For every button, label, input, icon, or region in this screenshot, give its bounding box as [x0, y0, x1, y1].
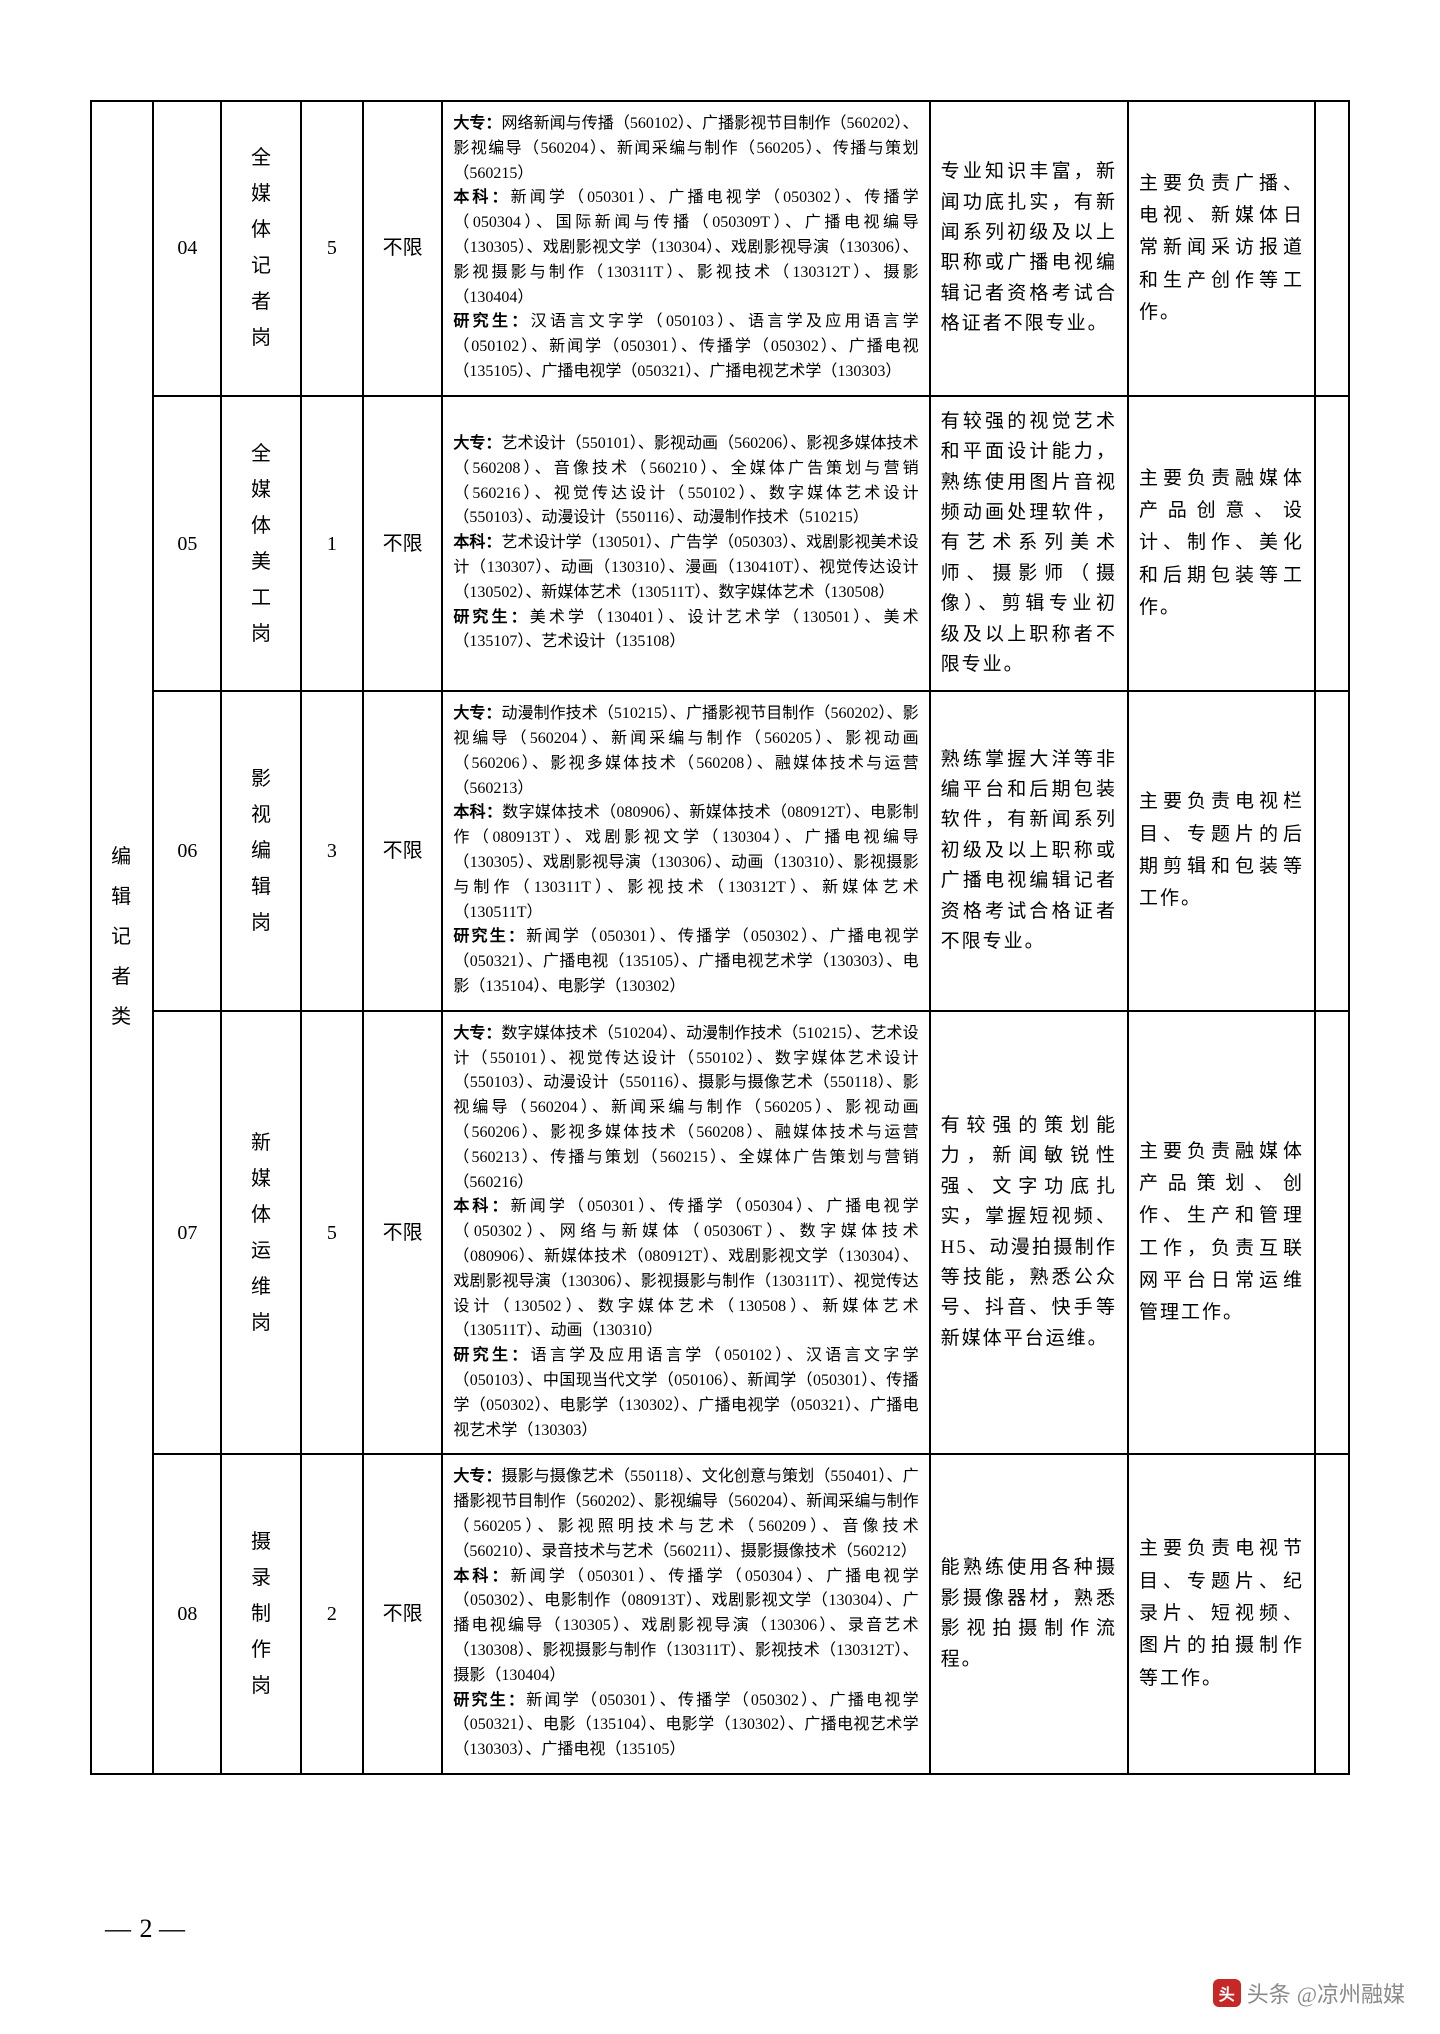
empty-cell: [1315, 691, 1349, 1011]
major-cell: 大专：网络新闻与传播（560102）、广播影视节目制作（560202）、影视编导…: [442, 101, 929, 396]
limit-cell: 不限: [363, 1011, 442, 1455]
job-name-cell: 全媒体记者岗: [221, 101, 300, 396]
duty-cell: 主要负责融媒体产品策划、创作、生产和管理工作，负责互联网平台日常运维管理工作。: [1128, 1011, 1315, 1455]
limit-cell: 不限: [363, 101, 442, 396]
major-cell: 大专：艺术设计（550101）、影视动画（560206）、影视多媒体技术（560…: [442, 396, 929, 692]
count-cell: 1: [301, 396, 363, 692]
duty-cell: 主要负责融媒体产品创意、设计、制作、美化和后期包装等工作。: [1128, 396, 1315, 692]
major-cell: 大专：摄影与摄像艺术（550118）、文化创意与策划（550401）、广播影视节…: [442, 1454, 929, 1774]
condition-cell: 有较强的策划能力，新闻敏锐性强、文字功底扎实，掌握短视频、H5、动漫拍摄制作等技…: [930, 1011, 1128, 1455]
empty-cell: [1315, 101, 1349, 396]
job-name-cell: 影视编辑岗: [221, 691, 300, 1011]
toutiao-icon: 头: [1213, 1979, 1241, 2007]
empty-cell: [1315, 1454, 1349, 1774]
limit-cell: 不限: [363, 691, 442, 1011]
count-cell: 5: [301, 1011, 363, 1455]
major-cell: 大专：数字媒体技术（510204）、动漫制作技术（510215）、艺术设计（55…: [442, 1011, 929, 1455]
duty-cell: 主要负责电视节目、专题片、纪录片、短视频、图片的拍摄制作等工作。: [1128, 1454, 1315, 1774]
major-cell: 大专：动漫制作技术（510215）、广播影视节目制作（560202）、影视编导（…: [442, 691, 929, 1011]
category-cell: 编辑记者类: [91, 101, 153, 1774]
count-cell: 5: [301, 101, 363, 396]
watermark-prefix: 头条: [1247, 1977, 1291, 2009]
page-number: — 2 —: [105, 1914, 187, 1944]
code-cell: 05: [153, 396, 221, 692]
condition-cell: 能熟练使用各种摄影摄像器材，熟悉影视拍摄制作流程。: [930, 1454, 1128, 1774]
job-name-cell: 全媒体美工岗: [221, 396, 300, 692]
empty-cell: [1315, 1011, 1349, 1455]
code-cell: 04: [153, 101, 221, 396]
code-cell: 06: [153, 691, 221, 1011]
job-name-cell: 新媒体运维岗: [221, 1011, 300, 1455]
condition-cell: 熟练掌握大洋等非编平台和后期包装软件，有新闻系列初级及以上职称或广播电视编辑记者…: [930, 691, 1128, 1011]
condition-cell: 专业知识丰富，新闻功底扎实，有新闻系列初级及以上职称或广播电视编辑记者资格考试合…: [930, 101, 1128, 396]
watermark: 头 头条@凉州融媒: [1213, 1977, 1405, 2009]
duty-cell: 主要负责广播、电视、新媒体日常新闻采访报道和生产创作等工作。: [1128, 101, 1315, 396]
code-cell: 08: [153, 1454, 221, 1774]
limit-cell: 不限: [363, 1454, 442, 1774]
condition-cell: 有较强的视觉艺术和平面设计能力，熟练使用图片音视频动画处理软件，有艺术系列美术师…: [930, 396, 1128, 692]
code-cell: 07: [153, 1011, 221, 1455]
job-table: 编辑记者类04全媒体记者岗5不限大专：网络新闻与传播（560102）、广播影视节…: [90, 100, 1350, 1775]
duty-cell: 主要负责电视栏目、专题片的后期剪辑和包装等工作。: [1128, 691, 1315, 1011]
count-cell: 3: [301, 691, 363, 1011]
empty-cell: [1315, 396, 1349, 692]
watermark-account: @凉州融媒: [1297, 1977, 1405, 2009]
limit-cell: 不限: [363, 396, 442, 692]
count-cell: 2: [301, 1454, 363, 1774]
job-name-cell: 摄录制作岗: [221, 1454, 300, 1774]
